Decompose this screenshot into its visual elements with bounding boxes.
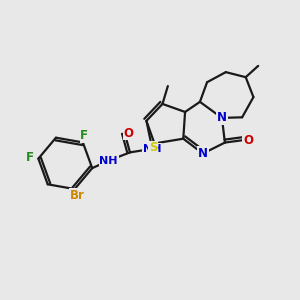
- Text: Br: Br: [70, 189, 85, 202]
- Text: N: N: [198, 147, 208, 160]
- Text: NH: NH: [143, 144, 161, 154]
- Text: O: O: [243, 134, 253, 147]
- Text: O: O: [124, 127, 134, 140]
- Text: F: F: [26, 151, 34, 164]
- Text: F: F: [80, 129, 88, 142]
- Text: N: N: [217, 111, 227, 124]
- Text: S: S: [149, 141, 157, 154]
- Text: NH: NH: [99, 156, 118, 166]
